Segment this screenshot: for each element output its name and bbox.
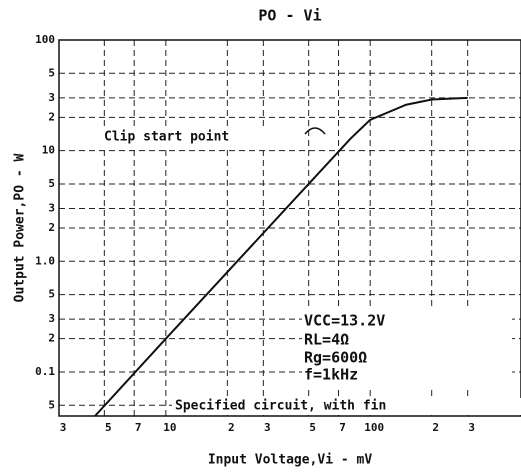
y-tick-label: 5 [48, 288, 55, 301]
y-tick-label: 3 [48, 91, 55, 104]
annotation: RL=4Ω [304, 331, 349, 349]
x-axis-label: Input Voltage,Vi - mV [208, 453, 373, 468]
x-tick-label: 7 [339, 421, 346, 434]
x-tick-label: 10 [163, 421, 176, 434]
annotation-bg [302, 310, 512, 390]
x-tick-label: 3 [264, 421, 271, 434]
x-tick-label: 3 [60, 421, 67, 434]
y-tick-label: 2 [48, 332, 55, 345]
annotation: VCC=13.2V [304, 312, 385, 330]
y-tick-label: 5 [48, 177, 55, 190]
y-axis-label: Output Power,PO - W [13, 153, 28, 302]
y-tick-label: 5 [48, 398, 55, 411]
y-tick-label: 3 [48, 312, 55, 325]
x-tick-label: 7 [135, 421, 142, 434]
y-tick-label: 2 [48, 221, 55, 234]
x-tick-label: 5 [309, 421, 316, 434]
annotation: Rg=600Ω [304, 349, 367, 367]
annotation: f=1kHz [304, 366, 358, 384]
x-tick-label: 3 [468, 421, 475, 434]
plot-frame [58, 39, 521, 417]
y-tick-label: 3 [48, 202, 55, 215]
annotation-bg [100, 127, 305, 147]
annotation-arrow [304, 127, 326, 135]
y-tick-label: 2 [48, 110, 55, 123]
annotation: Specified circuit, with fin [175, 399, 386, 414]
y-tick-label: 1.0 [35, 254, 55, 267]
y-tick-label: 100 [35, 33, 55, 46]
x-tick-label: 2 [432, 421, 439, 434]
y-tick-label: 5 [48, 66, 55, 79]
x-tick-label: 5 [105, 421, 112, 434]
y-tick-label: 0.1 [35, 365, 55, 378]
x-tick-label: 100 [364, 421, 384, 434]
y-tick-label: 10 [42, 144, 55, 157]
chart-title: PO - Vi [258, 7, 321, 25]
annotation-bg [172, 398, 521, 415]
data-line [94, 96, 468, 417]
annotation: Clip start point [104, 130, 229, 145]
x-tick-label: 2 [228, 421, 235, 434]
